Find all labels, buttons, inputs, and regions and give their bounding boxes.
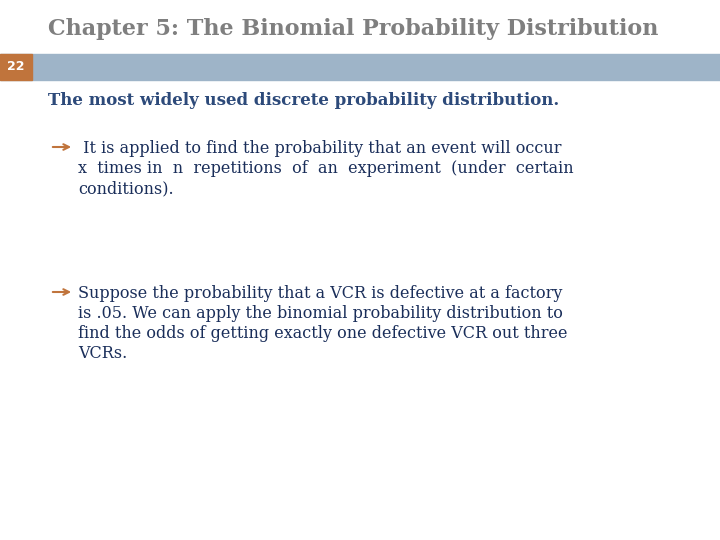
Text: x  times in  n  repetitions  of  an  experiment  (under  certain: x times in n repetitions of an experimen… [78,160,574,177]
Text: The most widely used discrete probability distribution.: The most widely used discrete probabilit… [48,92,559,109]
Text: 22: 22 [7,60,24,73]
Text: is .05. We can apply the binomial probability distribution to: is .05. We can apply the binomial probab… [78,305,563,322]
Bar [0,54,720,80]
Text: VCRs.: VCRs. [78,345,127,362]
Text: Suppose the probability that a VCR is defective at a factory: Suppose the probability that a VCR is de… [78,285,562,302]
Text: Chapter 5: The Binomial Probability Distribution: Chapter 5: The Binomial Probability Dist… [48,18,658,40]
Text: find the odds of getting exactly one defective VCR out three: find the odds of getting exactly one def… [78,325,567,342]
Text: conditions).: conditions). [78,180,174,197]
Text: It is applied to find the probability that an event will occur: It is applied to find the probability th… [78,140,562,157]
Bar [0,54,32,80]
